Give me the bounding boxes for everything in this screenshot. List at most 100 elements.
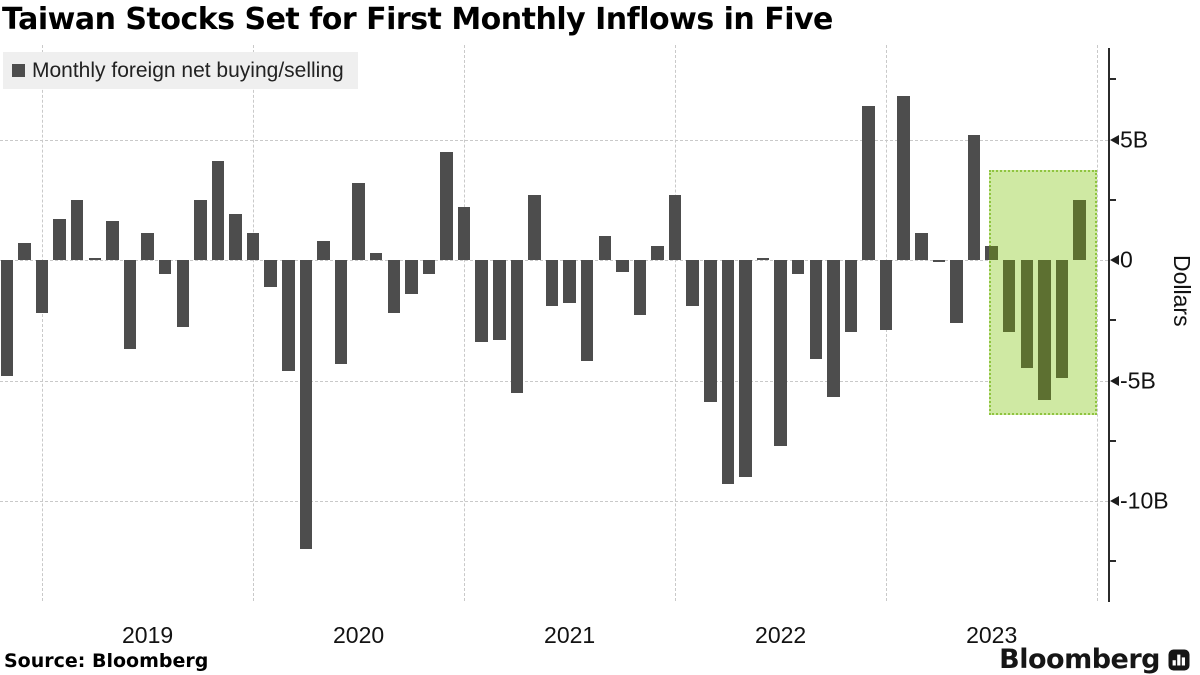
v-gridline bbox=[1097, 45, 1099, 601]
bar bbox=[967, 134, 981, 260]
bar bbox=[53, 219, 66, 260]
bar bbox=[633, 260, 647, 316]
bar bbox=[141, 233, 154, 260]
bar bbox=[897, 96, 910, 260]
bar bbox=[616, 260, 629, 273]
y-axis-title: Dollars bbox=[1169, 255, 1195, 327]
bar bbox=[844, 260, 858, 333]
bar bbox=[704, 260, 717, 403]
bar bbox=[440, 151, 453, 260]
bar bbox=[580, 260, 594, 362]
v-gridline bbox=[675, 45, 677, 601]
bar bbox=[1055, 260, 1069, 379]
bloomberg-icon bbox=[1168, 649, 1190, 670]
bar bbox=[510, 260, 524, 393]
h-gridline bbox=[0, 380, 1108, 382]
bar bbox=[211, 161, 225, 260]
bar bbox=[528, 194, 541, 260]
y-axis-spine bbox=[1108, 48, 1110, 602]
bar bbox=[915, 233, 928, 260]
bar bbox=[668, 194, 682, 260]
x-year-label: 2022 bbox=[755, 622, 807, 648]
bar bbox=[827, 260, 840, 398]
v-gridline bbox=[253, 45, 255, 601]
bar bbox=[229, 214, 242, 260]
bar bbox=[176, 260, 189, 328]
bar bbox=[422, 260, 436, 275]
bar bbox=[475, 260, 488, 342]
y-minor-tick bbox=[1108, 319, 1116, 322]
bar bbox=[246, 233, 260, 260]
bar bbox=[1073, 199, 1086, 260]
bar bbox=[686, 260, 699, 306]
bar bbox=[106, 221, 119, 260]
bar bbox=[317, 240, 330, 260]
bar bbox=[545, 260, 559, 306]
x-year-label: 2021 bbox=[544, 622, 596, 648]
y-minor-tick bbox=[1108, 198, 1116, 201]
bar bbox=[651, 245, 664, 260]
bar bbox=[369, 252, 383, 260]
x-year-label: 2019 bbox=[121, 622, 174, 648]
legend: Monthly foreign net buying/selling bbox=[3, 52, 358, 89]
bar bbox=[299, 260, 313, 550]
y-tick-arrow bbox=[1110, 255, 1119, 265]
y-tick-arrow bbox=[1110, 134, 1119, 145]
bar bbox=[70, 199, 84, 260]
bar bbox=[457, 206, 471, 260]
bar bbox=[123, 260, 137, 350]
bar bbox=[1038, 260, 1051, 400]
bar bbox=[158, 260, 172, 275]
bar bbox=[1020, 260, 1034, 369]
bar bbox=[879, 260, 893, 330]
y-tick-label: 0 bbox=[1120, 246, 1133, 273]
v-gridline bbox=[42, 45, 44, 601]
v-gridline bbox=[464, 45, 466, 601]
y-tick-label: -5B bbox=[1120, 367, 1156, 393]
bar bbox=[862, 105, 875, 260]
bar bbox=[932, 260, 946, 263]
bar bbox=[739, 260, 752, 477]
bloomberg-logo: Bloomberg bbox=[999, 644, 1190, 675]
y-tick-label: 5B bbox=[1120, 126, 1149, 152]
bar bbox=[493, 260, 506, 340]
source-note: Source: Bloomberg bbox=[4, 650, 209, 672]
bar bbox=[809, 260, 823, 359]
bar bbox=[264, 260, 277, 287]
bar bbox=[282, 260, 295, 371]
bar bbox=[598, 235, 612, 260]
bar bbox=[0, 260, 14, 376]
y-minor-tick bbox=[1108, 439, 1116, 442]
x-year-label: 2020 bbox=[333, 622, 385, 648]
bar bbox=[985, 245, 998, 260]
bar bbox=[334, 260, 348, 364]
bar bbox=[194, 199, 207, 260]
bar bbox=[774, 260, 787, 446]
bar bbox=[18, 243, 31, 260]
bar bbox=[352, 182, 365, 260]
y-minor-tick bbox=[1108, 78, 1116, 81]
bar bbox=[721, 260, 735, 485]
h-gridline bbox=[0, 501, 1108, 502]
bar bbox=[35, 260, 49, 314]
chart-title: Taiwan Stocks Set for First Monthly Infl… bbox=[2, 2, 833, 37]
legend-swatch bbox=[12, 64, 25, 77]
bar bbox=[1002, 260, 1016, 333]
bar bbox=[387, 260, 401, 314]
x-year-label: 2023 bbox=[966, 622, 1018, 648]
y-tick-label: -10B bbox=[1120, 487, 1169, 514]
bar bbox=[405, 260, 418, 294]
bar bbox=[88, 257, 102, 260]
bar bbox=[563, 260, 576, 304]
bar bbox=[950, 260, 963, 323]
bar bbox=[756, 257, 770, 260]
y-tick-arrow bbox=[1110, 375, 1119, 386]
bar bbox=[791, 260, 805, 275]
y-tick-arrow bbox=[1110, 496, 1119, 506]
legend-label: Monthly foreign net buying/selling bbox=[32, 58, 344, 82]
h-gridline bbox=[0, 139, 1108, 141]
bloomberg-wordmark: Bloomberg bbox=[999, 644, 1160, 675]
y-minor-tick bbox=[1108, 560, 1116, 563]
